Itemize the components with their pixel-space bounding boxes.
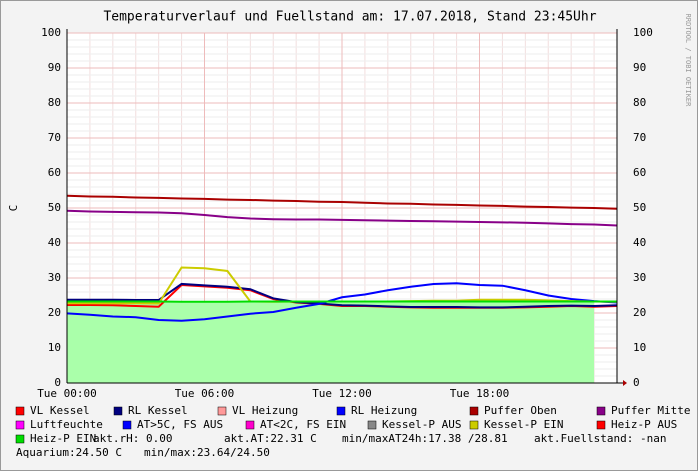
y2-tick-label: 30 [633, 271, 646, 284]
y2-tick-label: 50 [633, 201, 646, 214]
y-tick-label: 0 [54, 376, 61, 389]
legend-swatch [15, 406, 25, 416]
legend-note: Aquarium:24.50 C [16, 446, 122, 459]
y-tick-label: 50 [48, 201, 61, 214]
series-line [66, 194, 618, 210]
legend-swatch [15, 434, 25, 444]
x-tick-label: Tue 18:00 [450, 387, 510, 400]
y-tick-label: 80 [48, 96, 61, 109]
y2-tick-label: 80 [633, 96, 646, 109]
legend-note: akt.rH: 0.00 [93, 432, 172, 445]
chart-title: Temperaturverlauf und Fuellstand am: 17.… [103, 10, 596, 25]
series-line [66, 209, 618, 227]
legend-label: Puffer Mitte [611, 404, 690, 417]
legend-swatch [122, 420, 132, 430]
legend-note: min/maxAT24h:17.38 /28.81 [342, 432, 508, 445]
legend-swatch [469, 420, 479, 430]
side-text: RRDTOOL / TOBI OETIKER [684, 14, 692, 108]
legend-swatch [217, 406, 227, 416]
legend-label: Kessel-P EIN [484, 418, 563, 431]
legend-swatch [113, 406, 123, 416]
x-tick-label: Tue 12:00 [312, 387, 372, 400]
y-tick-label: 30 [48, 271, 61, 284]
legend-note: min/max:23.64/24.50 [144, 446, 270, 459]
legend-swatch [596, 420, 606, 430]
legend-swatch [245, 420, 255, 430]
legend-label: RL Heizung [351, 404, 417, 417]
legend-label: Heiz-P EIN [30, 432, 96, 445]
legend-label: AT<2C, FS EIN [260, 418, 346, 431]
y2-tick-label: 60 [633, 166, 646, 179]
legend-label: VL Heizung [232, 404, 298, 417]
y2-tick-label: 70 [633, 131, 646, 144]
y-tick-label: 100 [41, 26, 61, 39]
fill-area [67, 302, 595, 383]
legend-label: Heiz-P AUS [611, 418, 677, 431]
legend-swatch [367, 420, 377, 430]
y2-tick-label: 10 [633, 341, 646, 354]
legend-swatch [15, 420, 25, 430]
y-axis-label: C [7, 205, 20, 212]
legend-swatch [596, 406, 606, 416]
legend-label: VL Kessel [30, 404, 90, 417]
y-tick-label: 10 [48, 341, 61, 354]
y2-tick-label: 100 [633, 26, 653, 39]
legend-label: RL Kessel [128, 404, 188, 417]
y-tick-label: 40 [48, 236, 61, 249]
legend-label: Luftfeuchte [30, 418, 103, 431]
y2-tick-label: 90 [633, 61, 646, 74]
legend-swatch [336, 406, 346, 416]
axis-arrow [623, 380, 627, 386]
legend-label: Puffer Oben [484, 404, 557, 417]
y2-tick-label: 0 [633, 376, 640, 389]
series-line [67, 282, 618, 309]
legend-label: Kessel-P AUS [382, 418, 461, 431]
x-tick-label: Tue 00:00 [37, 387, 97, 400]
y2-tick-label: 40 [633, 236, 646, 249]
y-tick-label: 90 [48, 61, 61, 74]
x-tick-label: Tue 06:00 [175, 387, 235, 400]
y2-tick-label: 20 [633, 306, 646, 319]
y-tick-label: 70 [48, 131, 61, 144]
legend-label: AT>5C, FS AUS [137, 418, 223, 431]
legend-note: akt.AT:22.31 C [224, 432, 317, 445]
series-line [66, 282, 618, 322]
legend-note: akt.Fuellstand: -nan [534, 432, 666, 445]
y-tick-label: 60 [48, 166, 61, 179]
legend-swatch [469, 406, 479, 416]
y-tick-label: 20 [48, 306, 61, 319]
